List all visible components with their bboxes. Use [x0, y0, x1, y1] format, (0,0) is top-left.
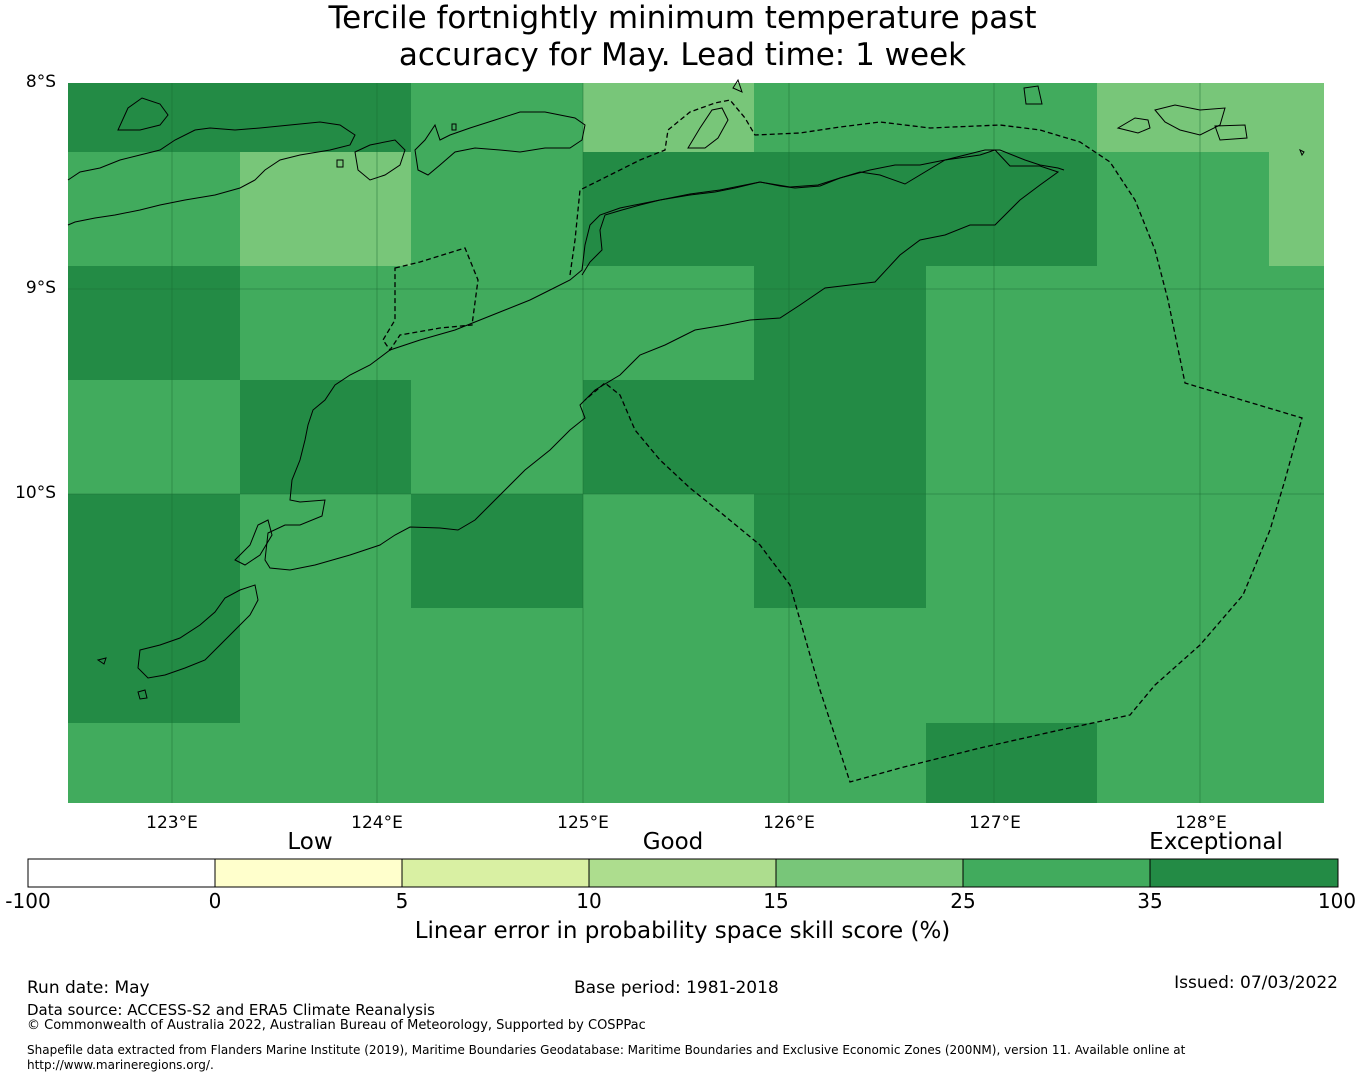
eez-boundaries — [382, 99, 1303, 783]
grid-cell — [240, 152, 411, 266]
moa-coastline — [1214, 124, 1248, 141]
timor-coastline — [264, 149, 1060, 571]
pantar-coastline — [354, 139, 406, 181]
lat-label: 8°S — [25, 72, 56, 92]
colorbar-tick: 15 — [763, 889, 789, 913]
islet — [1299, 148, 1305, 157]
title-line-2: accuracy for May. Lead time: 1 week — [398, 37, 967, 73]
grid-cell — [1269, 152, 1324, 266]
wetar-north-coastline — [687, 107, 729, 149]
grid-cell — [583, 83, 754, 152]
kisar-coastline — [1023, 85, 1043, 105]
grid-cell — [240, 380, 411, 494]
lon-label: 128°E — [1175, 813, 1227, 833]
colorbar-tick: 25 — [950, 889, 976, 913]
title-line-1: Tercile fortnightly minimum temperature … — [328, 0, 1037, 36]
grid-cell — [1097, 83, 1324, 152]
alor-coastline — [414, 111, 586, 176]
shapefile-credit-line-2: http://www.marineregions.org/. — [27, 1058, 214, 1072]
colorbar-tick: 0 — [208, 889, 222, 913]
flores-coastline — [67, 121, 356, 226]
grid-cell — [926, 723, 1097, 803]
lat-label: 10°S — [15, 483, 56, 503]
leti-coastline — [1154, 104, 1226, 136]
islet — [336, 159, 344, 168]
rote-coastline — [234, 519, 273, 566]
grid-cell — [68, 608, 240, 723]
islet — [451, 123, 457, 131]
flores-north-coastline — [117, 97, 169, 131]
map-title: Tercile fortnightly minimum temperature … — [0, 0, 1365, 74]
colorbar-category-low: Low — [287, 829, 333, 855]
base-period: Base period: 1981-2018 — [574, 978, 779, 998]
lon-label: 123°E — [146, 813, 198, 833]
lon-label: 124°E — [351, 813, 403, 833]
lon-label: 127°E — [969, 813, 1021, 833]
issued-date: Issued: 07/03/2022 — [1174, 973, 1338, 993]
lat-label: 9°S — [25, 278, 56, 298]
oecusse-eez — [382, 247, 479, 352]
wetar-coastline — [581, 149, 1065, 276]
timor-leste-eez — [569, 99, 1303, 783]
shapefile-credit-line-1: Shapefile data extracted from Flanders M… — [27, 1043, 1186, 1057]
grid-cell — [68, 83, 411, 152]
grid-cell — [68, 266, 240, 380]
babar-coastline — [1116, 117, 1151, 134]
coastlines — [67, 78, 1305, 700]
colorbar-category-good: Good — [642, 829, 704, 855]
lon-label: 125°E — [557, 813, 609, 833]
lon-label: 126°E — [763, 813, 815, 833]
colorbar-tick: 100 — [1317, 889, 1357, 913]
grid-cell — [68, 494, 240, 608]
colorbar-label: Linear error in probability space skill … — [414, 918, 951, 944]
graticule — [68, 83, 1324, 803]
islet — [137, 689, 148, 700]
skill-grid — [68, 83, 1324, 803]
copyright: © Commonwealth of Australia 2022, Austra… — [27, 1018, 646, 1033]
grid-cell — [754, 266, 926, 380]
islet — [732, 78, 743, 93]
colorbar-tick: 5 — [395, 889, 409, 913]
colorbar-tick: 35 — [1137, 889, 1163, 913]
run-date: Run date: May — [27, 978, 150, 998]
islet — [96, 657, 107, 665]
grid-cell — [583, 152, 1097, 266]
grid-cell — [583, 380, 926, 494]
colorbar-tick: -100 — [5, 889, 51, 913]
colorbar-category-exceptional: Exceptional — [1149, 829, 1283, 855]
sawu-coastline — [137, 584, 259, 679]
shapefile-credit: Shapefile data extracted from Flanders M… — [27, 1043, 1185, 1073]
grid-cell — [754, 494, 926, 608]
colorbar-tick: 10 — [576, 889, 602, 913]
data-source: Data source: ACCESS-S2 and ERA5 Climate … — [27, 1001, 435, 1019]
grid-cell — [411, 494, 583, 608]
